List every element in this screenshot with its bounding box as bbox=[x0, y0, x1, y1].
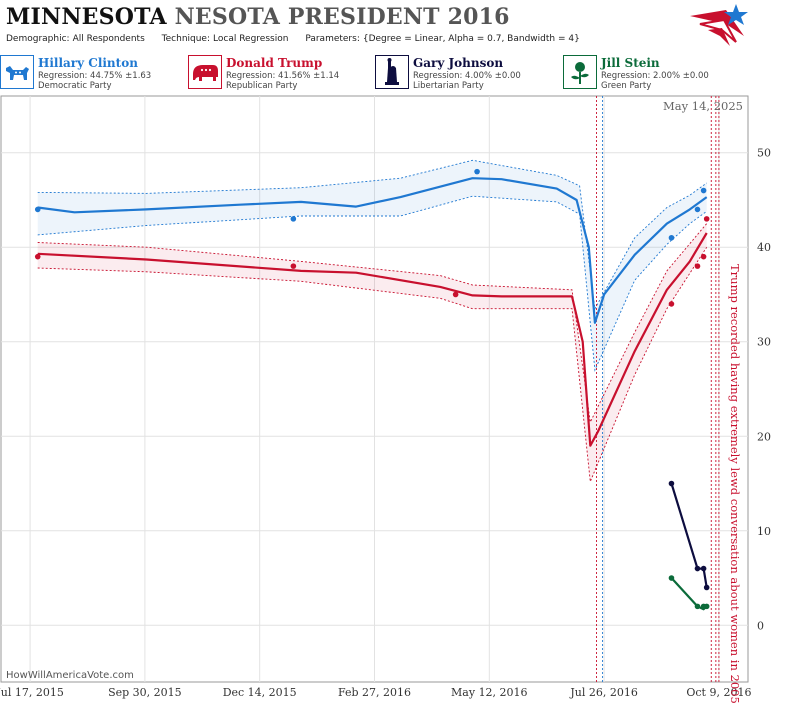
y-tick-label: 50 bbox=[757, 147, 771, 160]
watermark: HowWillAmericaVote.com bbox=[6, 670, 134, 681]
confidence-band bbox=[37, 160, 707, 371]
donkey-icon bbox=[0, 55, 34, 89]
poll-point bbox=[34, 206, 41, 213]
poll-point bbox=[668, 301, 675, 307]
lower-bound-line bbox=[37, 195, 707, 372]
x-tick-label: Jul 26, 2016 bbox=[569, 686, 638, 699]
y-tick-label: 30 bbox=[757, 336, 771, 349]
demographic-label: Demographic: bbox=[6, 34, 70, 44]
upper-bound-line bbox=[37, 159, 707, 311]
candidate-party: Libertarian Party bbox=[413, 81, 484, 91]
poll-point bbox=[694, 565, 701, 572]
event-markers bbox=[596, 96, 720, 682]
x-tick-label: Sep 30, 2015 bbox=[108, 686, 182, 699]
candidate-regression: Regression: 41.56% ±1.14 bbox=[226, 71, 340, 81]
poll-point bbox=[703, 216, 710, 222]
poll-point bbox=[452, 291, 459, 298]
candidate-name: Jill Stein bbox=[601, 56, 660, 70]
trend-line bbox=[37, 232, 708, 447]
poll-point bbox=[694, 603, 701, 610]
star-logo-icon[interactable] bbox=[686, 2, 752, 48]
poll-point bbox=[700, 253, 707, 260]
candidate-party: Green Party bbox=[601, 81, 652, 91]
y-tick-label: 20 bbox=[757, 430, 771, 443]
x-tick-label: Oct 9, 2016 bbox=[686, 686, 751, 699]
poll-point bbox=[700, 565, 707, 572]
candidate-regression: Regression: 44.75% ±1.63 bbox=[38, 71, 152, 81]
candidate-party: Republican Party bbox=[226, 81, 298, 91]
candidate-legend: Hillary Clinton Regression: 44.75% ±1.63… bbox=[0, 52, 789, 92]
upper-bound-line bbox=[37, 223, 708, 424]
demographic-value: All Respondents bbox=[72, 34, 145, 44]
title-state: MINNESOTA bbox=[6, 4, 167, 30]
y-tick-label: 0 bbox=[757, 619, 764, 632]
poll-point bbox=[290, 263, 297, 269]
x-tick-label: Jul 17, 2015 bbox=[0, 686, 64, 699]
x-axis: Jul 17, 2015 Sep 30, 2015 Dec 14, 2015 Feb … bbox=[0, 686, 751, 699]
candidate-regression: Regression: 4.00% ±0.00 bbox=[413, 71, 521, 81]
page-title: MINNESOTA NESOTA PRESIDENT 2016 bbox=[6, 4, 686, 30]
trend-lines bbox=[37, 177, 708, 611]
poll-point bbox=[668, 575, 675, 581]
poll-point bbox=[34, 253, 41, 260]
poll-point bbox=[668, 480, 675, 487]
poll-point bbox=[474, 168, 480, 175]
statue-of-liberty-icon bbox=[375, 55, 409, 89]
poll-point bbox=[703, 603, 710, 610]
rose-icon bbox=[563, 55, 597, 89]
trend-line bbox=[37, 177, 708, 324]
technique-label: Technique: bbox=[161, 34, 211, 44]
header: MINNESOTA NESOTA PRESIDENT 2016 bbox=[6, 4, 686, 30]
y-axis: 0 10 20 30 40 50 bbox=[757, 147, 771, 633]
parameters-label: Parameters: bbox=[305, 34, 360, 44]
poll-point bbox=[694, 206, 701, 213]
x-tick-label: Feb 27, 2016 bbox=[338, 686, 411, 699]
candidate-name: Gary Johnson bbox=[413, 56, 504, 70]
candidate-name: Donald Trump bbox=[226, 56, 323, 70]
poll-point bbox=[668, 234, 675, 241]
x-tick-label: Dec 14, 2015 bbox=[223, 686, 297, 699]
parameters-value: {Degree = Linear, Alpha = 0.7, Bandwidth… bbox=[362, 34, 580, 44]
date-label: May 14, 2025 bbox=[663, 99, 743, 113]
poll-point bbox=[703, 584, 710, 591]
technique-value: Local Regression bbox=[213, 34, 289, 44]
trend-line bbox=[670, 483, 708, 588]
grid bbox=[1, 96, 748, 682]
parameters-bar: Demographic: All Respondents Technique: Lo… bbox=[6, 34, 594, 44]
y-tick-label: 10 bbox=[757, 525, 771, 538]
candidate-regression: Regression: 2.00% ±0.00 bbox=[601, 71, 709, 81]
y-tick-label: 40 bbox=[757, 241, 771, 254]
poll-point bbox=[694, 263, 701, 269]
poll-chart[interactable]: 0 10 20 30 40 50 Jul 17, 2015 Sep 30, 2015 Dec … bbox=[0, 92, 789, 704]
poll-points bbox=[34, 168, 710, 610]
poll-point bbox=[290, 216, 297, 222]
event-annotation: Trump recorded having extremely lewd con… bbox=[728, 264, 742, 704]
candidate-party: Democratic Party bbox=[38, 81, 112, 91]
x-tick-label: May 12, 2016 bbox=[451, 686, 528, 699]
candidate-name: Hillary Clinton bbox=[38, 56, 138, 70]
poll-point bbox=[700, 187, 707, 194]
title-rest: NESOTA PRESIDENT 2016 bbox=[174, 4, 510, 30]
elephant-icon bbox=[188, 55, 222, 89]
